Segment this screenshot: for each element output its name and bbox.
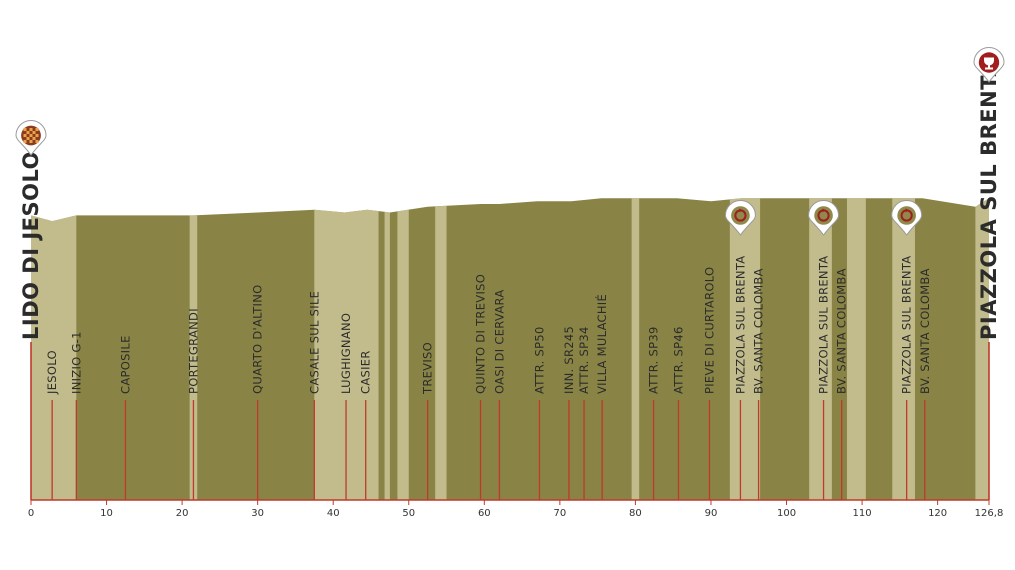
elevation-stripe	[809, 198, 832, 500]
pin-icons	[15, 47, 1005, 236]
checker-square	[23, 134, 27, 137]
x-tick-label: 50	[402, 508, 415, 519]
pin-inner	[814, 206, 833, 225]
waypoint-label: INIZIO G-1	[69, 331, 83, 394]
waypoint-label: QUARTO D'ALTINO	[251, 285, 265, 395]
checker-square	[23, 140, 27, 143]
start-label: LIDO DI JESOLO	[19, 151, 43, 340]
checker-square	[35, 140, 39, 143]
x-tick-label: 70	[553, 508, 566, 519]
waypoint-label: ATTR. SP34	[577, 326, 591, 394]
waypoint-labels: JESOLO INIZIO G-1 CAPOSILE PORTEGRANDI QUART…	[19, 60, 1001, 395]
pin-inner	[897, 206, 916, 225]
waypoint-label: PIAZZOLA SUL BRENTA	[733, 256, 747, 394]
x-tick-label: 40	[327, 508, 340, 519]
trophy-base	[985, 67, 993, 70]
lap-circuit-pin-icon	[724, 200, 756, 236]
waypoint-label: LUGHIGNANO	[339, 313, 353, 394]
elevation-stripe	[729, 198, 761, 500]
waypoint-markers	[30, 342, 990, 500]
waypoint-label: ATTR. SP50	[532, 326, 546, 394]
x-tick-label: 60	[478, 508, 491, 519]
x-tick-label: 20	[176, 508, 189, 519]
waypoint-label: CASALE SUL SILE	[307, 291, 321, 394]
waypoint-label: QUINTO DI TREVISO	[474, 274, 488, 394]
pin-inner	[731, 206, 750, 225]
elevation-stripe	[892, 198, 915, 500]
waypoint-label: BV. SANTA COLOMBA	[918, 268, 932, 394]
waypoint-label: CAPOSILE	[118, 335, 132, 394]
checker-square	[29, 134, 33, 137]
waypoint-label: ATTR. SP46	[671, 326, 685, 394]
x-tick-label: 100	[777, 508, 796, 519]
checkered-flag-pin-icon	[15, 120, 47, 156]
lap-arrow	[822, 208, 826, 213]
elevation-stripe	[435, 198, 447, 500]
x-tick-label: 30	[251, 508, 264, 519]
waypoint-label: PORTEGRANDI	[186, 308, 200, 394]
waypoint-label: PIAZZOLA SUL BRENTA	[817, 256, 831, 394]
x-tick-label: 126,8	[975, 508, 1004, 519]
waypoint-label: PIEVE DI CURTAROLO	[702, 267, 716, 394]
trophy-pin-icon	[973, 47, 1005, 83]
elevation-shading	[31, 198, 989, 500]
x-tick-label: 80	[629, 508, 642, 519]
lap-circuit-pin-icon	[808, 200, 840, 236]
waypoint-label: TREVISO	[421, 342, 435, 395]
waypoint-label: JESOLO	[45, 350, 59, 395]
waypoint-label: PIAZZOLA SUL BRENTA	[900, 256, 914, 394]
checker-square	[35, 128, 39, 131]
waypoint-label: OASI DI CERVARA	[492, 289, 506, 394]
x-tick-label: 90	[705, 508, 718, 519]
trophy-cup	[984, 57, 994, 66]
checker-square	[29, 128, 33, 131]
waypoint-label: INN. SR245	[562, 326, 576, 394]
checker-square	[26, 131, 30, 134]
x-tick-label: 0	[28, 508, 34, 519]
lap-circuit-pin-icon	[891, 200, 923, 236]
x-tick-label: 120	[928, 508, 947, 519]
checker-square	[29, 140, 33, 143]
trophy-stem	[988, 64, 990, 68]
waypoint-label: BV. SANTA COLOMBA	[752, 268, 766, 394]
elevation-stripe	[189, 198, 198, 500]
waypoint-label: CASIER	[359, 350, 373, 394]
elevation-profile	[31, 198, 989, 501]
x-tick-label: 10	[100, 508, 113, 519]
checker-square	[32, 137, 36, 140]
lap-arrow	[739, 208, 743, 213]
waypoint-label: VILLA MULACHIÉ	[594, 294, 609, 394]
waypoint-label: BV. SANTA COLOMBA	[835, 268, 849, 394]
elevation-stripe	[384, 198, 390, 500]
distance-axis: 0 10 20 30 40 50 60 70 80 90 100 110 120 126,8	[28, 499, 1004, 519]
elevation-stripe	[397, 198, 409, 500]
elevation-stripe	[31, 198, 77, 500]
finish-label: PIAZZOLA SUL BRENTA	[977, 60, 1001, 340]
elevation-stripe	[846, 198, 866, 500]
lap-arrow	[905, 208, 909, 213]
waypoint-label: ATTR. SP39	[647, 326, 661, 394]
checker-square	[26, 137, 30, 140]
checker-square	[32, 131, 36, 134]
elevation-stripe	[631, 198, 640, 500]
checker-square	[23, 128, 27, 131]
checker-square	[35, 134, 39, 137]
x-tick-label: 110	[853, 508, 872, 519]
elevation-stripe	[975, 198, 989, 500]
